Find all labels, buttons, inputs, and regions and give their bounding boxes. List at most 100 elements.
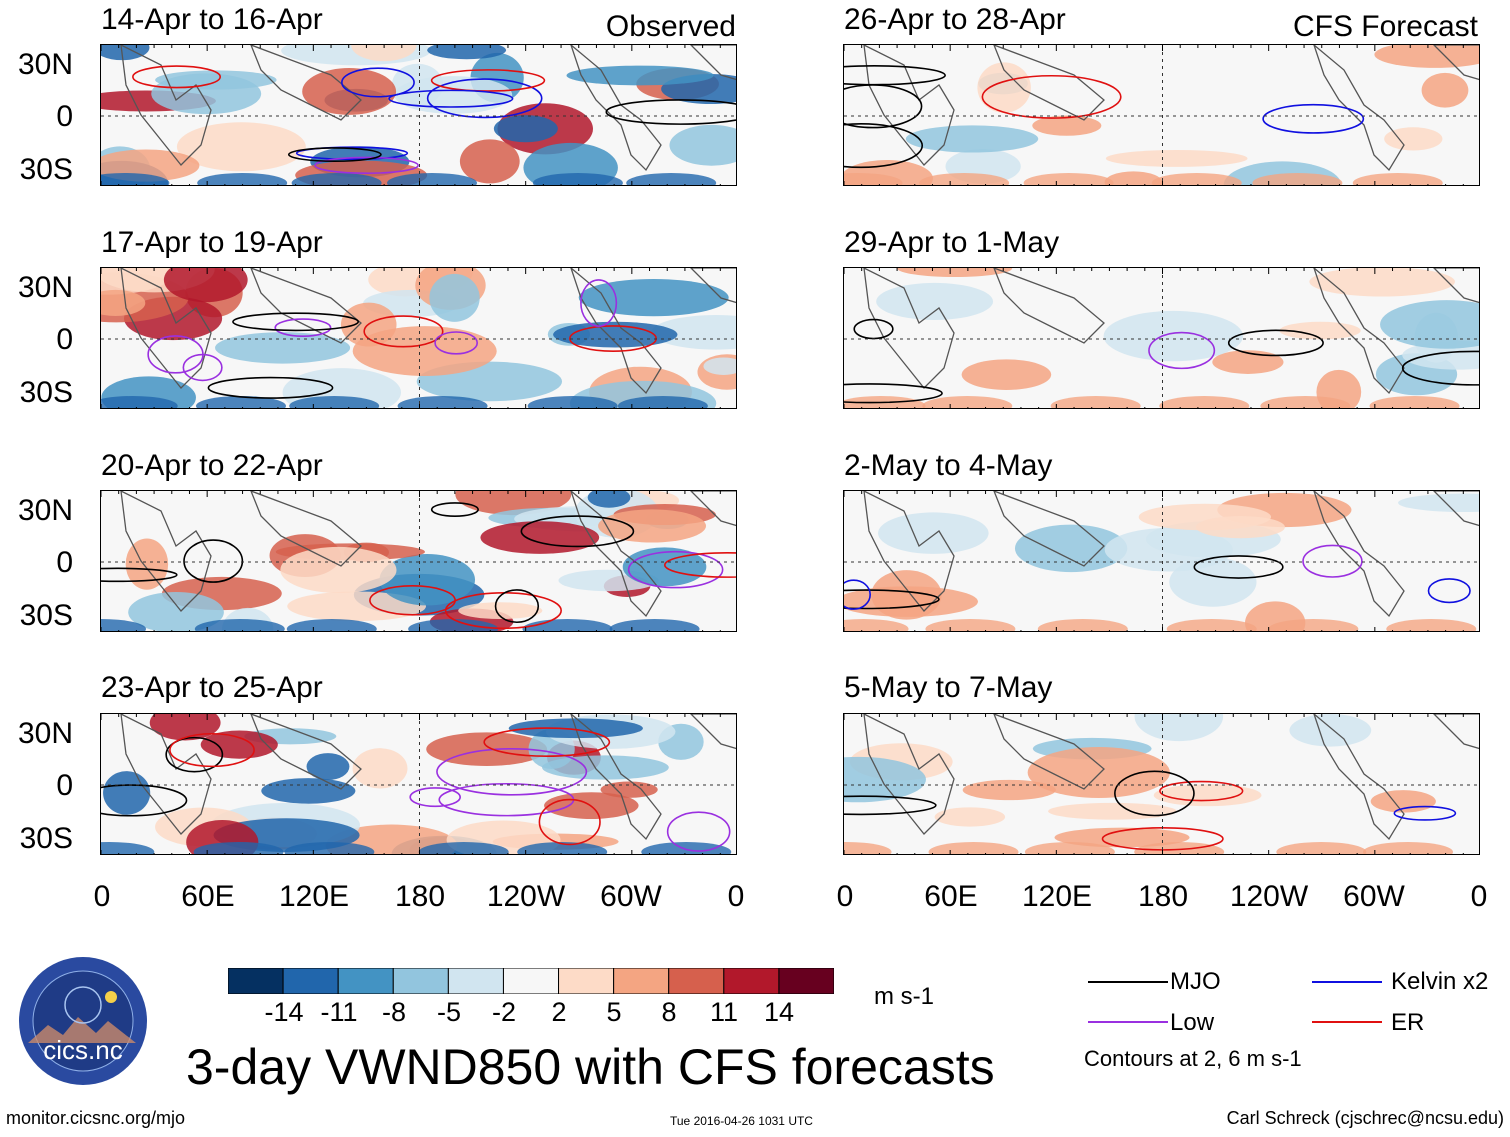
filter-contour — [183, 539, 244, 583]
wind-anomaly-shading — [196, 396, 286, 408]
wind-anomaly-shading — [176, 122, 306, 172]
coastline — [690, 268, 736, 304]
wind-anomaly-shading — [1014, 524, 1128, 573]
wind-anomaly-shading — [553, 321, 678, 348]
forecast-panel-title-4: 5-May to 7-May — [844, 671, 1053, 704]
coastline — [570, 491, 662, 618]
filter-contour — [844, 123, 924, 169]
wind-anomaly-shading — [1212, 350, 1284, 374]
wind-anomaly-shading — [1105, 150, 1248, 167]
wind-anomaly-shading — [844, 842, 892, 854]
wind-anomaly-shading — [458, 602, 543, 620]
forecast-map-panel-2 — [843, 267, 1480, 409]
filter-contour — [165, 736, 224, 773]
lon-label: 0 — [1470, 880, 1488, 913]
wind-anomaly-shading — [1276, 842, 1367, 854]
wind-anomaly-shading — [280, 546, 397, 594]
wind-anomaly-shading — [542, 755, 669, 780]
forecast-panel-title-3: 2-May to 4-May — [844, 449, 1053, 482]
coastline — [120, 714, 212, 835]
lon-label: 0 — [93, 880, 111, 913]
wind-anomaly-shading — [215, 332, 351, 364]
coastline — [690, 714, 736, 750]
wind-anomaly-shading — [286, 619, 377, 631]
filter-contour — [1401, 350, 1479, 386]
lat-label-30s: 30S — [19, 376, 73, 409]
colorbar — [228, 968, 834, 994]
coastline — [1313, 268, 1405, 395]
forecast-map-panel-3 — [843, 490, 1480, 632]
observed-map-panel-3 — [100, 490, 737, 632]
wind-anomaly-shading — [1386, 619, 1477, 631]
observed-map-panel-2 — [100, 267, 737, 409]
wind-anomaly-shading — [1103, 310, 1244, 362]
observed-panel-title-2: 17-Apr to 19-Apr — [101, 226, 323, 259]
colorbar-tick-label: 14 — [763, 997, 795, 1027]
wind-anomaly-shading — [651, 315, 736, 350]
filter-contour — [436, 747, 588, 796]
wind-anomaly-shading — [578, 278, 729, 317]
wind-anomaly-shading — [284, 842, 375, 854]
colorbar-swatch — [502, 968, 560, 994]
wind-anomaly-shading — [928, 842, 1019, 854]
filter-contour — [627, 550, 724, 589]
lat-label-30n: 30N — [17, 717, 73, 750]
filter-contour — [101, 567, 178, 583]
filter-contour — [664, 552, 736, 578]
wind-anomaly-shading — [194, 619, 285, 631]
filter-contour — [426, 78, 543, 119]
filter-contour — [605, 99, 736, 125]
filter-contour — [1393, 805, 1457, 821]
forecast-panel-title-1: 26-Apr to 28-Apr — [844, 3, 1066, 36]
observed-map-panel-4 — [100, 713, 737, 855]
colorbar-tick-label: -5 — [436, 997, 461, 1027]
lat-label-eq: 0 — [56, 323, 73, 356]
wind-anomaly-shading — [1134, 714, 1224, 742]
footer-url[interactable]: monitor.cicsnc.org/mjo — [6, 1108, 186, 1128]
filter-contour — [538, 798, 601, 846]
wind-anomaly-shading — [200, 730, 278, 759]
wind-anomaly-shading — [1374, 45, 1479, 68]
wind-anomaly-shading — [289, 396, 380, 408]
lon-label: 60W — [600, 880, 662, 913]
lon-label: 120E — [1021, 880, 1093, 913]
colorbar-swatch — [447, 968, 504, 994]
wind-anomaly-shading — [197, 173, 288, 185]
wind-anomaly-shading — [1260, 396, 1351, 408]
wind-anomaly-shading — [844, 619, 909, 631]
coastline — [250, 714, 362, 790]
wind-anomaly-shading — [101, 842, 155, 854]
wind-anomaly-shading — [493, 115, 558, 143]
coastline — [690, 45, 736, 81]
colorbar-swatch — [723, 968, 780, 994]
coastline — [1313, 491, 1405, 618]
wind-anomaly-shading — [844, 586, 978, 617]
forecast-map-panel-4 — [843, 713, 1480, 855]
legend-label-low: Low — [1170, 1009, 1215, 1036]
wind-anomaly-shading — [977, 62, 1031, 113]
lat-label-eq: 0 — [56, 769, 73, 802]
observed-panel-title-3: 20-Apr to 22-Apr — [101, 449, 323, 482]
lon-label: 120E — [278, 880, 350, 913]
forecast-panel-title-2: 29-Apr to 1-May — [844, 226, 1060, 259]
filter-contour — [1262, 103, 1365, 134]
colorbar-tick-label: -8 — [381, 997, 406, 1027]
filter-contour — [430, 502, 479, 517]
wind-anomaly-shading — [961, 359, 1052, 390]
filter-contour — [1227, 329, 1324, 357]
lon-label: 120W — [486, 880, 566, 913]
coastline — [250, 268, 362, 344]
wind-anomaly-shading — [587, 491, 631, 508]
wind-anomaly-shading — [1279, 321, 1361, 340]
filter-contour — [147, 335, 204, 374]
legend-label-er: ER — [1391, 1009, 1425, 1036]
legend-label-kelvin: Kelvin x2 — [1391, 968, 1489, 995]
wind-anomaly-shading — [1151, 173, 1242, 185]
cics-logo: cics.nc — [19, 957, 147, 1085]
observed-panel-title-1: 14-Apr to 16-Apr — [101, 3, 323, 36]
filter-contour — [1148, 331, 1216, 370]
coastline — [993, 491, 1105, 567]
coastline — [1433, 714, 1479, 750]
lon-label: 180 — [1137, 880, 1189, 913]
coastline — [250, 491, 362, 567]
